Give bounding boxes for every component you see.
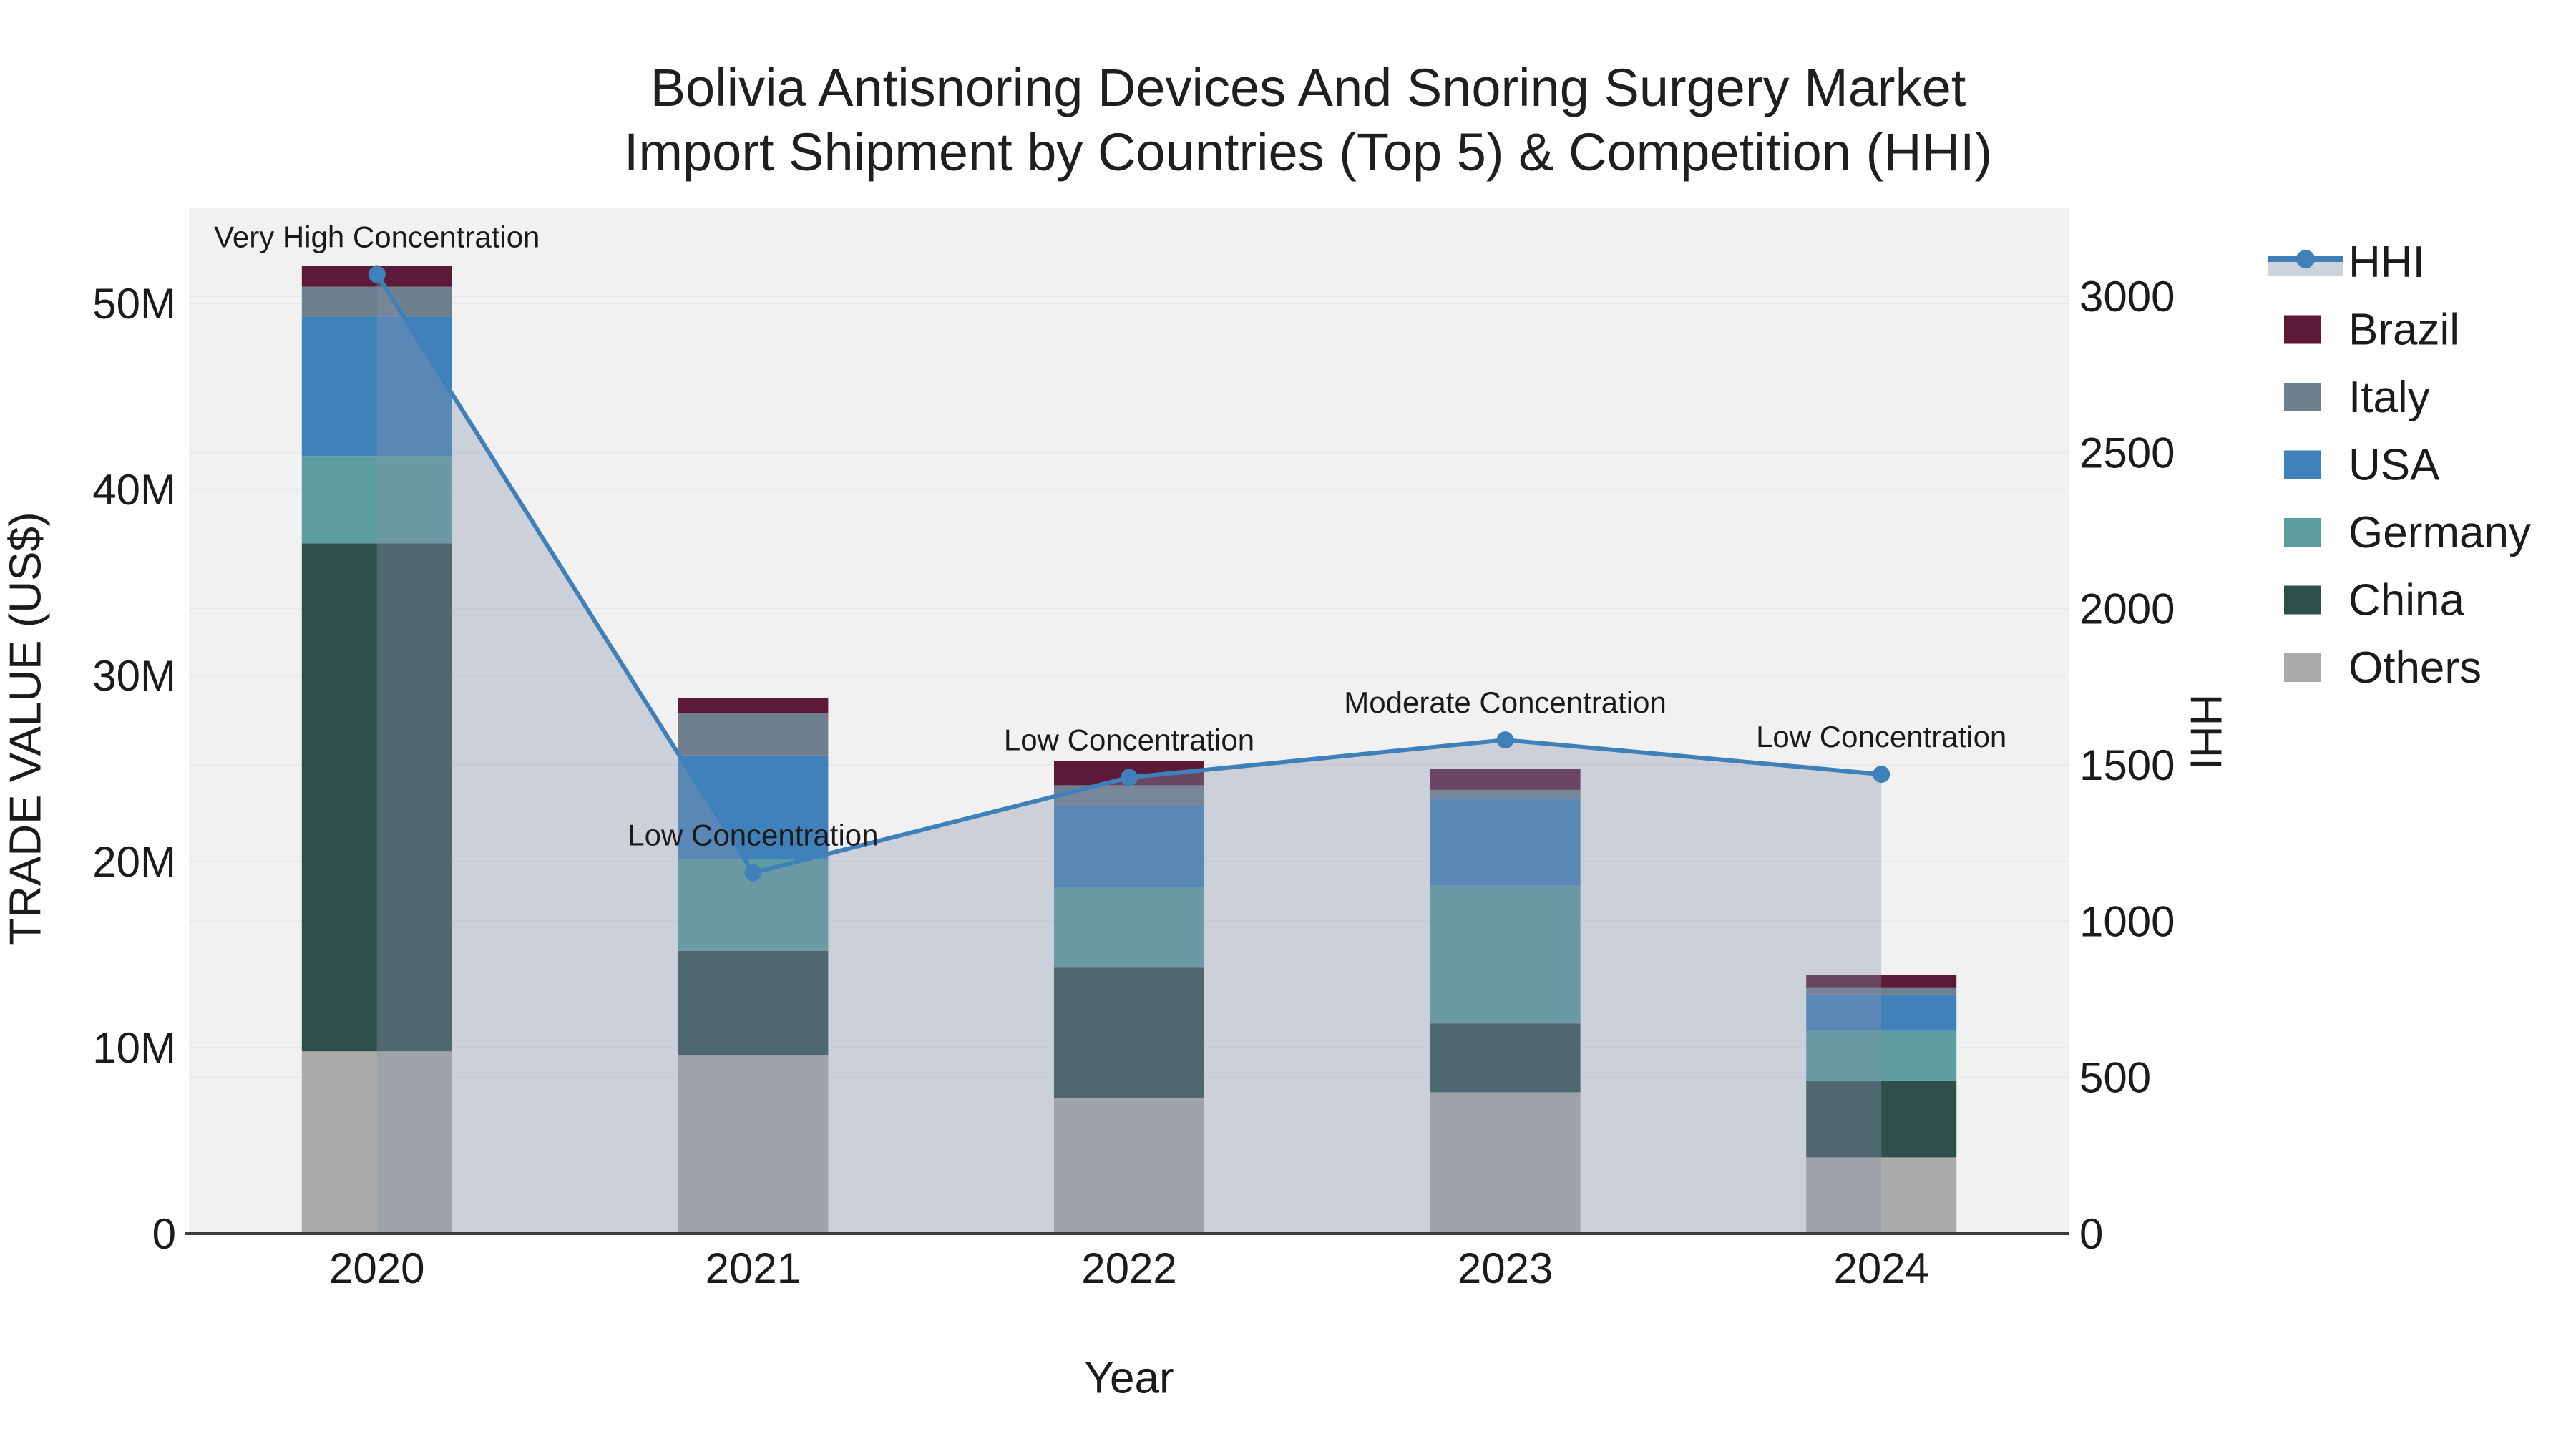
bar-segment-others[interactable] bbox=[1430, 1092, 1581, 1234]
annotation-label: Low Concentration bbox=[1756, 720, 2006, 753]
y-right-tick-label: 2000 bbox=[2079, 585, 2175, 633]
hhi-marker[interactable] bbox=[1873, 766, 1890, 784]
hhi-marker[interactable] bbox=[744, 864, 762, 882]
legend-swatch-germany bbox=[2284, 518, 2321, 547]
x-axis-title: Year bbox=[1084, 1353, 1174, 1403]
x-tick-label: 2023 bbox=[1458, 1244, 1553, 1292]
hhi-marker[interactable] bbox=[1496, 731, 1514, 749]
bar-segment-usa[interactable] bbox=[678, 755, 829, 860]
bar-segment-china[interactable] bbox=[1430, 1023, 1581, 1093]
annotation-label: Low Concentration bbox=[1004, 723, 1254, 757]
legend-label: Germany bbox=[2348, 508, 2531, 557]
annotation-label: Low Concentration bbox=[628, 819, 878, 852]
bar-segment-germany[interactable] bbox=[1054, 887, 1204, 968]
bar-segment-italy[interactable] bbox=[678, 713, 829, 756]
y-left-tick-label: 50M bbox=[92, 280, 176, 328]
bar-segment-italy[interactable] bbox=[1806, 987, 1957, 995]
bar-segment-italy[interactable] bbox=[301, 286, 452, 317]
bar-segment-italy[interactable] bbox=[1430, 789, 1581, 799]
legend-item-brazil[interactable]: Brazil bbox=[2284, 306, 2459, 355]
legend-swatch-italy bbox=[2284, 383, 2321, 411]
bar-segment-usa[interactable] bbox=[1430, 798, 1581, 886]
bar-segment-usa[interactable] bbox=[301, 316, 452, 457]
bar-segment-china[interactable] bbox=[301, 543, 452, 1052]
legend-item-hhi[interactable]: HHI bbox=[2268, 238, 2425, 287]
legend-item-italy[interactable]: Italy bbox=[2284, 373, 2430, 422]
y-left-tick-label: 10M bbox=[92, 1024, 176, 1072]
hhi-area-fill bbox=[376, 274, 1882, 1234]
y-left-tick-label: 40M bbox=[92, 466, 176, 514]
legend-label: HHI bbox=[2348, 238, 2425, 287]
bar-segment-others[interactable] bbox=[301, 1051, 452, 1234]
bar-segment-germany[interactable] bbox=[1806, 1030, 1957, 1081]
x-tick-label: 2021 bbox=[706, 1244, 801, 1292]
legend-label: Others bbox=[2348, 643, 2482, 693]
bar-segment-others[interactable] bbox=[1054, 1098, 1204, 1234]
hhi-marker[interactable] bbox=[368, 265, 386, 283]
legend-swatch-brazil bbox=[2284, 315, 2321, 344]
legend-label: Italy bbox=[2348, 373, 2430, 422]
bar-segment-germany[interactable] bbox=[1430, 885, 1581, 1024]
y-right-tick-label: 1000 bbox=[2079, 897, 2175, 945]
y-right-tick-label: 500 bbox=[2079, 1054, 2151, 1102]
bar-segment-usa[interactable] bbox=[1806, 994, 1957, 1031]
legend-hhi-marker bbox=[2296, 250, 2315, 268]
legend-swatch-usa bbox=[2284, 450, 2321, 479]
legend-item-usa[interactable]: USA bbox=[2284, 441, 2440, 490]
annotation-label: Very High Concentration bbox=[214, 220, 540, 253]
hhi-marker[interactable] bbox=[1121, 769, 1138, 786]
bar-segment-germany[interactable] bbox=[301, 456, 452, 544]
bar-segment-usa[interactable] bbox=[1054, 806, 1204, 888]
bar-segment-china[interactable] bbox=[1806, 1080, 1957, 1158]
legend-swatch-others bbox=[2284, 653, 2321, 682]
bar-segment-others[interactable] bbox=[678, 1055, 829, 1234]
bar-segment-china[interactable] bbox=[678, 950, 829, 1055]
legend-label: Brazil bbox=[2348, 306, 2459, 355]
annotation-label: Moderate Concentration bbox=[1344, 686, 1667, 719]
y-left-tick-label: 30M bbox=[92, 652, 176, 700]
y-right-tick-label: 3000 bbox=[2079, 273, 2175, 321]
legend-swatch-china bbox=[2284, 585, 2321, 615]
legend-label: USA bbox=[2348, 441, 2440, 490]
x-tick-label: 2022 bbox=[1081, 1244, 1176, 1292]
y-right-tick-label: 1500 bbox=[2079, 741, 2175, 789]
bar-segment-brazil[interactable] bbox=[678, 698, 829, 713]
chart-title-line1: Bolivia Antisnoring Devices And Snoring … bbox=[650, 58, 1966, 117]
bar-segment-others[interactable] bbox=[1806, 1157, 1957, 1234]
legend-label: China bbox=[2348, 576, 2465, 625]
y-left-tick-label: 0 bbox=[152, 1210, 176, 1258]
legend-item-china[interactable]: China bbox=[2284, 576, 2465, 625]
chart-title-line2: Import Shipment by Countries (Top 5) & C… bbox=[623, 122, 1993, 182]
y-left-tick-label: 20M bbox=[92, 838, 176, 886]
legend-item-germany[interactable]: Germany bbox=[2284, 508, 2531, 557]
bar-segment-brazil[interactable] bbox=[1806, 975, 1957, 988]
legend-item-others[interactable]: Others bbox=[2284, 643, 2482, 693]
y-right-tick-label: 2500 bbox=[2079, 429, 2175, 477]
x-tick-label: 2024 bbox=[1833, 1244, 1928, 1292]
x-tick-label: 2020 bbox=[329, 1244, 424, 1292]
bar-segment-brazil[interactable] bbox=[1430, 769, 1581, 790]
bar-segment-china[interactable] bbox=[1054, 967, 1204, 1098]
y-right-tick-label: 0 bbox=[2079, 1210, 2103, 1258]
